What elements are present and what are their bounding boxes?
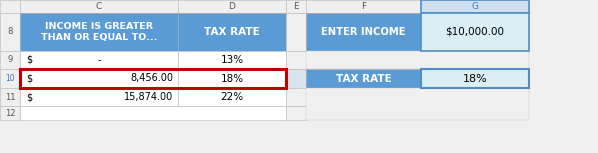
Bar (20, 0, 178, 13)
Text: 18%: 18% (221, 73, 243, 84)
Bar (20, 106, 286, 120)
Bar (20, 69, 286, 88)
Bar (20, 51, 178, 69)
Bar (178, 13, 286, 51)
Bar (178, 88, 286, 106)
Bar (0, 51, 20, 69)
Bar (286, 106, 306, 120)
Text: $: $ (26, 92, 32, 102)
Bar (306, 69, 421, 88)
Bar (178, 0, 286, 13)
Text: 12: 12 (5, 108, 16, 118)
Bar (306, 51, 529, 69)
Bar (306, 88, 529, 120)
Bar (306, 13, 421, 51)
Text: C: C (96, 2, 102, 11)
Bar (20, 69, 178, 88)
Text: 15,874.00: 15,874.00 (124, 92, 173, 102)
Bar (0, 0, 20, 13)
Bar (286, 0, 306, 13)
Bar (286, 69, 306, 88)
Bar (178, 69, 286, 88)
Text: 8,456.00: 8,456.00 (130, 73, 173, 84)
Bar (20, 88, 178, 106)
Bar (421, 13, 529, 51)
Text: INCOME IS GREATER
THAN OR EQUAL TO...: INCOME IS GREATER THAN OR EQUAL TO... (41, 22, 157, 42)
Text: 13%: 13% (221, 55, 243, 65)
Bar (0, 69, 20, 88)
Bar (20, 13, 178, 51)
Text: 10: 10 (5, 74, 15, 83)
Text: ENTER INCOME: ENTER INCOME (321, 27, 406, 37)
Text: TAX RATE: TAX RATE (335, 73, 391, 84)
Text: 22%: 22% (221, 92, 243, 102)
Text: D: D (228, 2, 236, 11)
Text: G: G (471, 2, 478, 11)
Bar (306, 0, 421, 13)
Text: -: - (97, 55, 100, 65)
Bar (421, 69, 529, 88)
Text: $: $ (26, 55, 32, 65)
Bar (0, 106, 20, 120)
Bar (286, 13, 306, 51)
Bar (0, 88, 20, 106)
Text: F: F (361, 2, 366, 11)
Text: 9: 9 (7, 56, 13, 65)
Bar (178, 51, 286, 69)
Bar (286, 88, 306, 106)
Text: $: $ (26, 73, 32, 84)
Bar (286, 51, 306, 69)
Text: E: E (293, 2, 299, 11)
Text: TAX RATE: TAX RATE (204, 27, 260, 37)
Text: $10,000.00: $10,000.00 (446, 27, 505, 37)
Text: 11: 11 (5, 93, 16, 101)
Bar (421, 0, 529, 13)
Text: 8: 8 (7, 28, 13, 37)
Text: 18%: 18% (463, 73, 487, 84)
Bar (0, 13, 20, 51)
